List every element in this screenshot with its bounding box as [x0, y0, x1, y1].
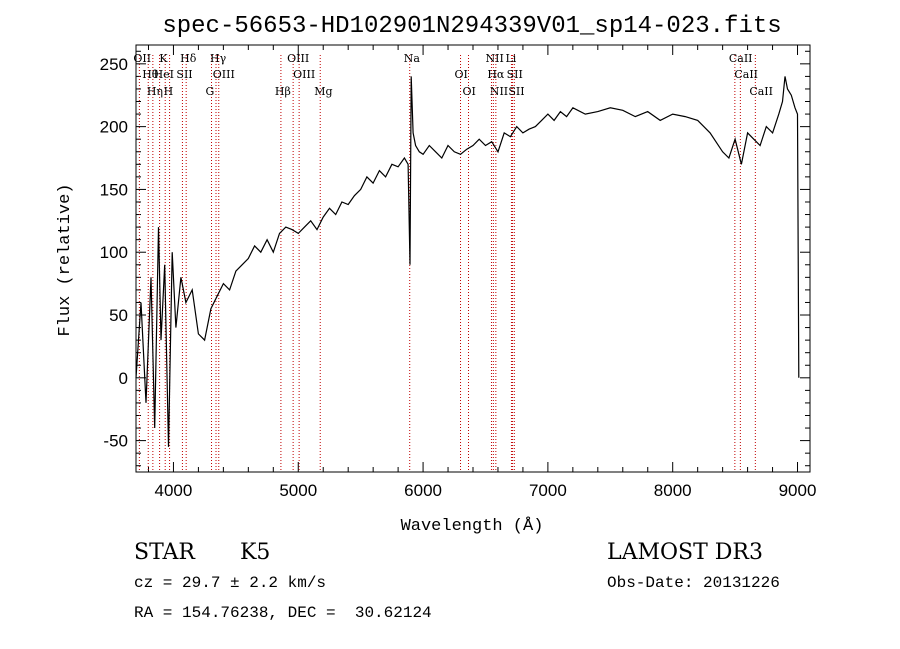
y-tick-label: 150: [100, 180, 128, 199]
y-tick-label: 100: [100, 243, 128, 262]
x-tick-label: 6000: [404, 481, 442, 500]
spectral-line-labels: OIIHθHηKHeIHHδSIIGHγOIIIHβOIIIOIIIMgNaOI…: [133, 52, 773, 98]
y-tick-label: 50: [109, 306, 128, 325]
spectral-line-label: Hα: [487, 68, 505, 81]
spectral-line-label: Li: [505, 52, 516, 65]
object-class: STAR: [134, 540, 195, 565]
spectral-line-label: Hδ: [180, 52, 197, 65]
y-tick-label: 250: [100, 55, 128, 74]
spectral-line-label: CaII: [749, 85, 773, 98]
spectral-line-label: K: [159, 52, 168, 65]
redshift-velocity: cz = 29.7 ± 2.2 km/s: [134, 574, 327, 592]
plot-frame: [135, 44, 811, 473]
spectral-line-label: OIII: [213, 68, 235, 81]
spectral-line-label: Hγ: [210, 52, 227, 65]
axes: 4000 5000 6000 7000 8000 9000 -50 0 50 100 150 200 2…: [100, 44, 817, 500]
x-tick-label: 8000: [654, 481, 692, 500]
spectral-line-label: NII: [490, 85, 508, 98]
spectral-line-label: G: [206, 85, 215, 98]
x-tick-label: 4000: [155, 481, 193, 500]
spectral-line-label: Hθ: [142, 68, 159, 81]
spectral-line-label: Hβ: [275, 85, 291, 98]
spectral-line-label: OI: [463, 85, 476, 98]
y-tick-label: 0: [119, 369, 128, 388]
spectral-line-label: OIII: [287, 52, 309, 65]
spectral-line-label: HeI: [154, 68, 174, 81]
object-subclass: K5: [240, 540, 271, 565]
spectral-line-label: OIII: [293, 68, 315, 81]
spectral-line-label: CaII: [729, 52, 753, 65]
spectral-line-label: NII: [485, 52, 503, 65]
spectral-line-markers: [138, 55, 756, 472]
x-axis-label: Wavelength (Å): [401, 517, 544, 536]
series-group: [135, 76, 800, 447]
y-tick-label: 200: [100, 118, 128, 137]
y-tick-label: -50: [103, 432, 128, 451]
spectral-line-label: Na: [404, 52, 421, 65]
spectral-line-label: SII: [507, 68, 523, 81]
x-tick-label: 5000: [279, 481, 317, 500]
spectral-line-label: Hη: [147, 85, 163, 98]
spectral-line-label: SII: [508, 85, 524, 98]
survey-name: LAMOST DR3: [607, 540, 763, 565]
spectral-line-label: SII: [176, 68, 192, 81]
x-tick-label: 7000: [529, 481, 567, 500]
y-axis-label: Flux (relative): [56, 183, 75, 336]
observation-date: Obs-Date: 20131226: [607, 574, 780, 592]
x-tick-label: 9000: [779, 481, 817, 500]
spectral-line-label: OI: [455, 68, 468, 81]
coordinates: RA = 154.76238, DEC = 30.62124: [134, 604, 432, 622]
spectral-line-label: H: [164, 85, 174, 98]
spectral-line-label: Mg: [314, 85, 332, 98]
spectral-line-label: OII: [133, 52, 151, 65]
spectrum-line: [135, 76, 800, 447]
chart-title: spec-56653-HD102901N294339V01_sp14-023.f…: [162, 13, 781, 40]
spectral-line-label: CaII: [734, 68, 758, 81]
